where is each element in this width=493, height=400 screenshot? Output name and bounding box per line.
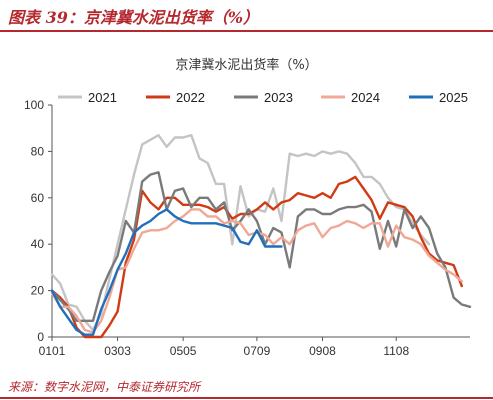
legend-label-2024: 2024 xyxy=(351,90,380,105)
x-tick-label: 0908 xyxy=(309,344,336,358)
x-tick-label: 0101 xyxy=(39,344,66,358)
series-line-2023 xyxy=(50,171,472,322)
series-line-2021 xyxy=(50,134,431,332)
legend-label-2025: 2025 xyxy=(439,90,468,105)
x-tick-label: 1108 xyxy=(383,344,409,358)
y-tick-label: 100 xyxy=(24,98,44,112)
y-tick-label: 80 xyxy=(31,144,45,158)
title-divider xyxy=(0,30,493,32)
chart-title: 京津冀水泥出货率（%） xyxy=(175,58,318,73)
series-line-2022 xyxy=(50,175,463,339)
x-tick-label: 0505 xyxy=(170,344,197,358)
legend-label-2022: 2022 xyxy=(176,90,205,105)
figure-title: 图表 39：京津冀水泥出货率（%） xyxy=(8,8,260,27)
y-tick-label: 0 xyxy=(37,330,44,344)
bottom-divider xyxy=(0,397,493,399)
y-tick-label: 40 xyxy=(31,237,45,251)
y-tick-label: 60 xyxy=(31,191,45,205)
legend-label-2021: 2021 xyxy=(88,90,117,105)
source-note: 来源：数字水泥网，中泰证券研究所 xyxy=(8,380,201,394)
x-tick-label: 0709 xyxy=(244,344,271,358)
y-tick-label: 20 xyxy=(31,284,45,298)
x-tick-label: 0303 xyxy=(104,344,131,358)
series-line-2025 xyxy=(50,208,283,336)
legend-label-2023: 2023 xyxy=(264,90,293,105)
